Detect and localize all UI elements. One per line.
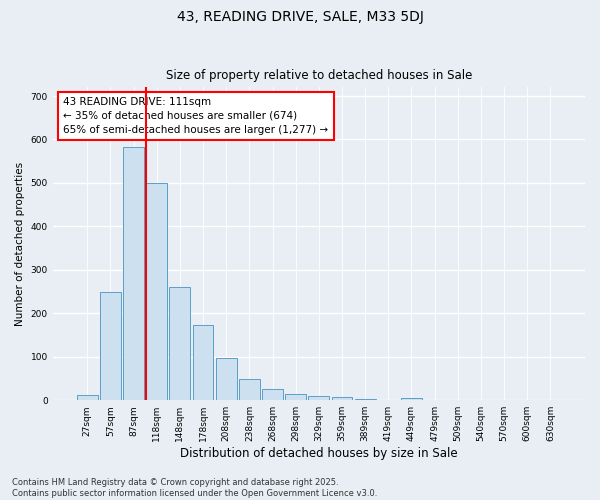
Bar bbox=[146, 183, 167, 400]
Bar bbox=[355, 399, 376, 400]
Bar bbox=[262, 390, 283, 400]
Bar bbox=[239, 380, 260, 400]
Bar bbox=[77, 394, 98, 400]
Bar bbox=[332, 397, 352, 400]
Y-axis label: Number of detached properties: Number of detached properties bbox=[15, 162, 25, 326]
X-axis label: Distribution of detached houses by size in Sale: Distribution of detached houses by size … bbox=[180, 447, 458, 460]
Bar bbox=[401, 398, 422, 400]
Bar bbox=[169, 287, 190, 400]
Bar bbox=[123, 148, 144, 400]
Text: 43, READING DRIVE, SALE, M33 5DJ: 43, READING DRIVE, SALE, M33 5DJ bbox=[176, 10, 424, 24]
Bar bbox=[308, 396, 329, 400]
Bar bbox=[216, 358, 236, 400]
Bar bbox=[100, 292, 121, 400]
Bar bbox=[193, 325, 214, 400]
Text: Contains HM Land Registry data © Crown copyright and database right 2025.
Contai: Contains HM Land Registry data © Crown c… bbox=[12, 478, 377, 498]
Title: Size of property relative to detached houses in Sale: Size of property relative to detached ho… bbox=[166, 69, 472, 82]
Bar bbox=[285, 394, 306, 400]
Text: 43 READING DRIVE: 111sqm
← 35% of detached houses are smaller (674)
65% of semi-: 43 READING DRIVE: 111sqm ← 35% of detach… bbox=[64, 96, 328, 134]
